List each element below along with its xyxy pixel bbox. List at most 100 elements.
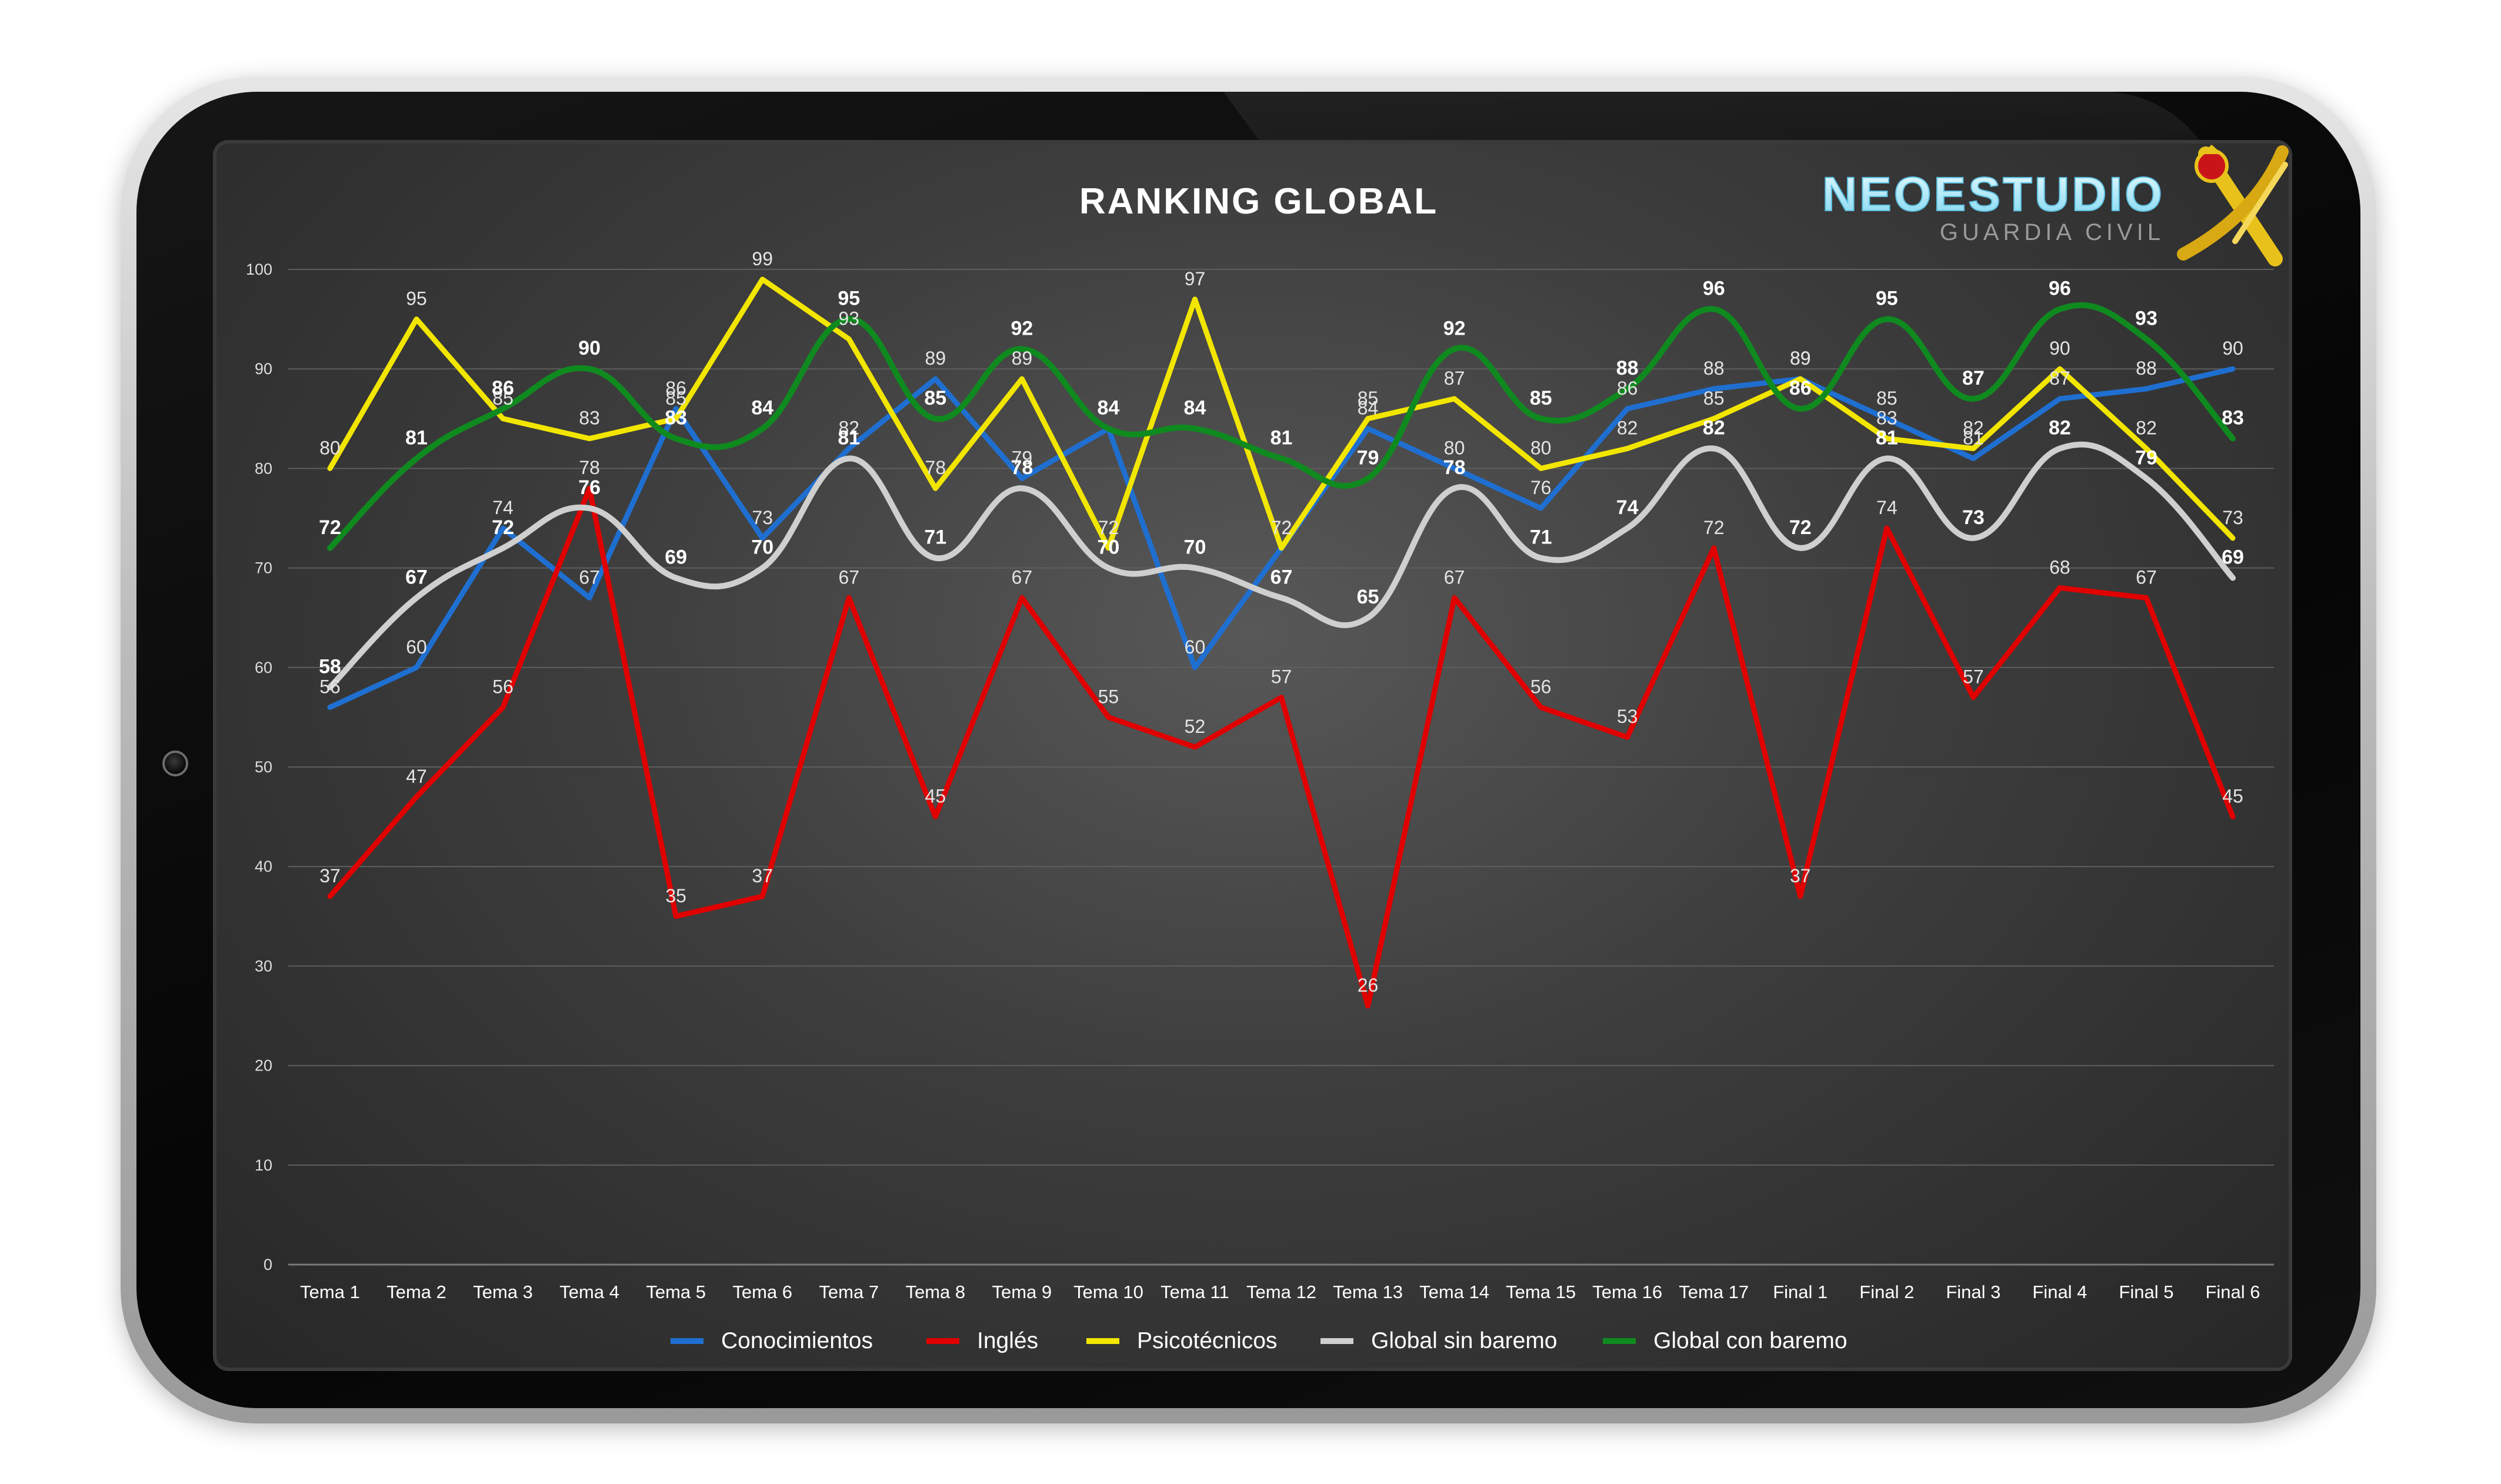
x-tick-label: Tema 14 — [1419, 1282, 1489, 1302]
data-label: 74 — [492, 497, 513, 518]
data-label: 45 — [925, 786, 946, 807]
data-label: 84 — [1184, 397, 1206, 419]
data-label: 70 — [1097, 536, 1119, 559]
data-label: 72 — [1271, 517, 1292, 538]
data-label: 80 — [1444, 437, 1465, 458]
data-label: 84 — [751, 397, 773, 419]
data-label: 85 — [492, 388, 513, 409]
y-tick-label: 70 — [255, 559, 272, 577]
data-label: 83 — [1876, 408, 1898, 429]
data-label: 82 — [2049, 417, 2071, 439]
data-label: 89 — [1012, 348, 1033, 369]
data-label: 67 — [1444, 566, 1465, 588]
brand-subtitle: GUARDIA CIVIL — [1940, 219, 2165, 245]
data-label: 78 — [1443, 456, 1466, 479]
data-label: 56 — [492, 676, 513, 697]
data-label: 82 — [1703, 417, 1725, 439]
series-line — [327, 276, 2236, 551]
legend-label: Inglés — [977, 1328, 1038, 1353]
data-label: 70 — [1184, 536, 1206, 559]
legend: Conocimientos Inglés Psicotécnicos Global s… — [671, 1328, 1848, 1353]
legend-label: Psicotécnicos — [1137, 1328, 1277, 1353]
x-tick-label: Tema 13 — [1333, 1282, 1403, 1302]
y-tick-label: 60 — [255, 659, 272, 676]
data-label: 97 — [1185, 268, 1206, 289]
x-tick-label: Tema 10 — [1073, 1282, 1143, 1302]
guardia-civil-emblem-icon — [2177, 145, 2289, 266]
data-label: 82 — [1963, 418, 1984, 439]
data-label: 72 — [1703, 517, 1725, 538]
data-label: 37 — [752, 865, 773, 886]
data-label: 89 — [1790, 348, 1811, 369]
x-tick-label: Tema 12 — [1246, 1282, 1316, 1302]
data-label: 58 — [319, 656, 341, 678]
data-label: 37 — [319, 865, 341, 886]
x-tick-label: Tema 2 — [386, 1282, 446, 1302]
data-label: 72 — [1271, 517, 1292, 538]
x-tick-label: Final 5 — [2119, 1282, 2173, 1302]
data-label: 84 — [1097, 397, 1119, 419]
legend-label: Global sin baremo — [1371, 1328, 1558, 1353]
data-label: 56 — [1530, 676, 1552, 697]
data-label: 60 — [406, 636, 427, 658]
data-label: 69 — [2222, 546, 2244, 569]
data-label: 83 — [2222, 407, 2244, 429]
data-label: 67 — [1270, 566, 1293, 588]
y-tick-label: 10 — [255, 1156, 272, 1174]
data-label: 99 — [752, 248, 773, 269]
data-label: 81 — [1963, 427, 1984, 448]
y-tick-label: 20 — [255, 1057, 272, 1075]
data-label: 82 — [1617, 418, 1638, 439]
data-label: 26 — [1358, 975, 1379, 996]
x-tick-label: Tema 6 — [732, 1282, 792, 1302]
data-label: 85 — [1530, 387, 1552, 409]
data-label: 92 — [1011, 317, 1033, 339]
data-label: 57 — [1963, 666, 1984, 688]
data-label: 67 — [2136, 566, 2157, 588]
data-label: 74 — [1876, 497, 1898, 518]
data-label: 85 — [1703, 388, 1725, 409]
data-label: 79 — [1012, 447, 1033, 468]
data-label: 37 — [1790, 865, 1811, 886]
data-label: 60 — [1185, 636, 1206, 658]
data-label: 84 — [1358, 398, 1379, 419]
data-label: 92 — [1443, 317, 1466, 339]
data-label: 73 — [2222, 507, 2243, 528]
data-label: 71 — [924, 526, 946, 549]
data-label: 95 — [838, 288, 860, 310]
x-tick-label: Tema 5 — [646, 1282, 706, 1302]
y-tick-label: 50 — [255, 758, 272, 776]
data-label: 86 — [665, 378, 686, 399]
data-label: 72 — [319, 516, 341, 539]
x-tick-label: Tema 4 — [559, 1282, 619, 1302]
data-label: 78 — [579, 457, 600, 478]
x-tick-label: Final 6 — [2205, 1282, 2260, 1302]
data-label: 72 — [492, 516, 514, 539]
data-label: 65 — [1357, 586, 1379, 608]
data-label: 88 — [2136, 358, 2157, 379]
data-label: 85 — [1358, 388, 1379, 409]
data-label: 72 — [1098, 517, 1119, 538]
data-label: 79 — [1357, 446, 1379, 469]
x-tick-label: Final 2 — [1859, 1282, 1914, 1302]
x-tick-label: Tema 9 — [992, 1282, 1052, 1302]
data-label: 45 — [2222, 786, 2243, 807]
data-label: 87 — [2049, 368, 2070, 389]
camera-icon — [162, 751, 188, 776]
data-label: 52 — [1185, 716, 1206, 737]
data-label: 67 — [838, 566, 859, 588]
series-line — [327, 441, 2236, 691]
x-tick-label: Tema 7 — [819, 1282, 879, 1302]
brand-logo: NEOESTUDIO GUARDIA CIVIL — [1822, 145, 2289, 266]
chart-title: RANKING GLOBAL — [1079, 181, 1438, 222]
data-label: 80 — [1530, 437, 1552, 458]
data-label: 78 — [925, 457, 946, 478]
y-tick-label: 0 — [264, 1256, 272, 1273]
data-label: 79 — [2135, 446, 2157, 469]
data-label: 81 — [1270, 426, 1293, 449]
data-label: 82 — [2136, 418, 2157, 439]
x-tick-label: Tema 11 — [1161, 1282, 1229, 1302]
data-label: 76 — [578, 476, 601, 499]
y-axis-ticks: 0 10 20 30 40 50 60 70 80 90 100 — [246, 261, 272, 1273]
